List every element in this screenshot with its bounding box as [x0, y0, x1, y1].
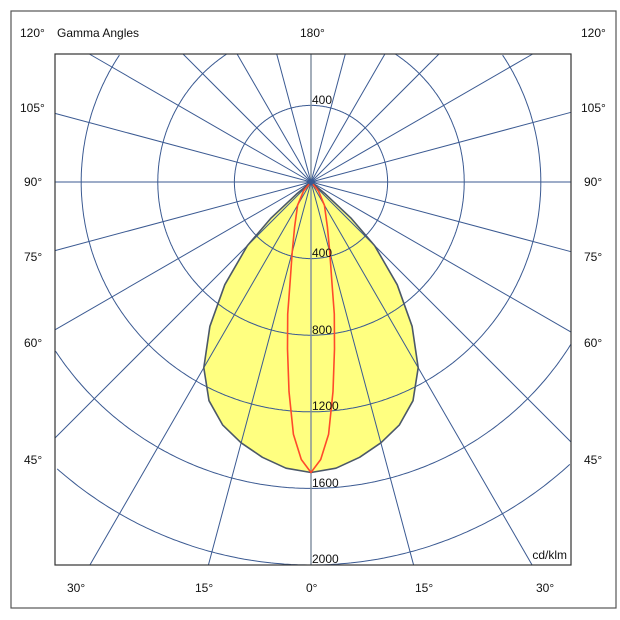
ring-2000	[56, 464, 571, 566]
radial-line-315	[54, 181, 312, 439]
radial-line-75	[310, 181, 572, 253]
angle-label-bottom: 30°	[67, 581, 85, 595]
radial-line-45	[310, 181, 572, 443]
radial-line-300	[54, 181, 312, 331]
radial-line-285	[54, 181, 312, 252]
ring-label: 2000	[312, 552, 339, 566]
radial-line-30	[310, 181, 533, 566]
angle-label-left: 105°	[20, 101, 45, 115]
radial-line-255	[54, 112, 312, 183]
angle-label-bottom: 15°	[195, 581, 213, 595]
chart-title: Gamma Angles	[57, 26, 139, 40]
angle-label-left: 90°	[24, 175, 42, 189]
series-line-C90-C270	[286, 181, 336, 474]
angle-label-right: 90°	[584, 175, 602, 189]
ring-label-upper: 400	[312, 93, 332, 107]
radial-line-120	[310, 53, 533, 183]
angle-label-top-left: 120°	[20, 26, 45, 40]
radial-line-240	[89, 53, 312, 183]
angle-label-bottom: 15°	[415, 581, 433, 595]
angle-label-bottom: 0°	[306, 581, 318, 595]
center-point	[308, 179, 314, 185]
ring-label: 1600	[312, 476, 339, 490]
angle-label-right: 60°	[584, 336, 602, 350]
angle-label-top-right: 120°	[581, 26, 606, 40]
ring-label: 800	[312, 323, 332, 337]
angle-label-right: 105°	[581, 101, 606, 115]
angle-label-left: 75°	[24, 250, 42, 264]
radial-line-135	[310, 53, 440, 183]
radial-line-330	[89, 181, 312, 566]
radial-line-225	[182, 53, 312, 183]
ring-1200	[80, 54, 542, 413]
angle-label-left: 60°	[24, 336, 42, 350]
angle-label-top-center: 180°	[300, 26, 325, 40]
angle-label-left: 45°	[24, 453, 42, 467]
angle-label-right: 75°	[584, 250, 602, 264]
radial-line-345	[207, 181, 312, 566]
radial-line-60	[310, 181, 572, 333]
ring-label: 400	[312, 246, 332, 260]
unit-label: cd/klm	[532, 548, 567, 562]
ring-label: 1200	[312, 399, 339, 413]
angle-label-bottom: 30°	[536, 581, 554, 595]
angle-label-right: 45°	[584, 453, 602, 467]
ring-1600	[55, 344, 572, 489]
plot-box	[54, 53, 572, 566]
radial-line-165	[310, 53, 346, 183]
radial-line-105	[310, 111, 572, 183]
radial-line-15	[310, 181, 415, 566]
ring-800	[157, 53, 465, 336]
radial-line-195	[276, 53, 312, 183]
radial-line-150	[310, 53, 386, 183]
radial-line-210	[236, 53, 312, 183]
